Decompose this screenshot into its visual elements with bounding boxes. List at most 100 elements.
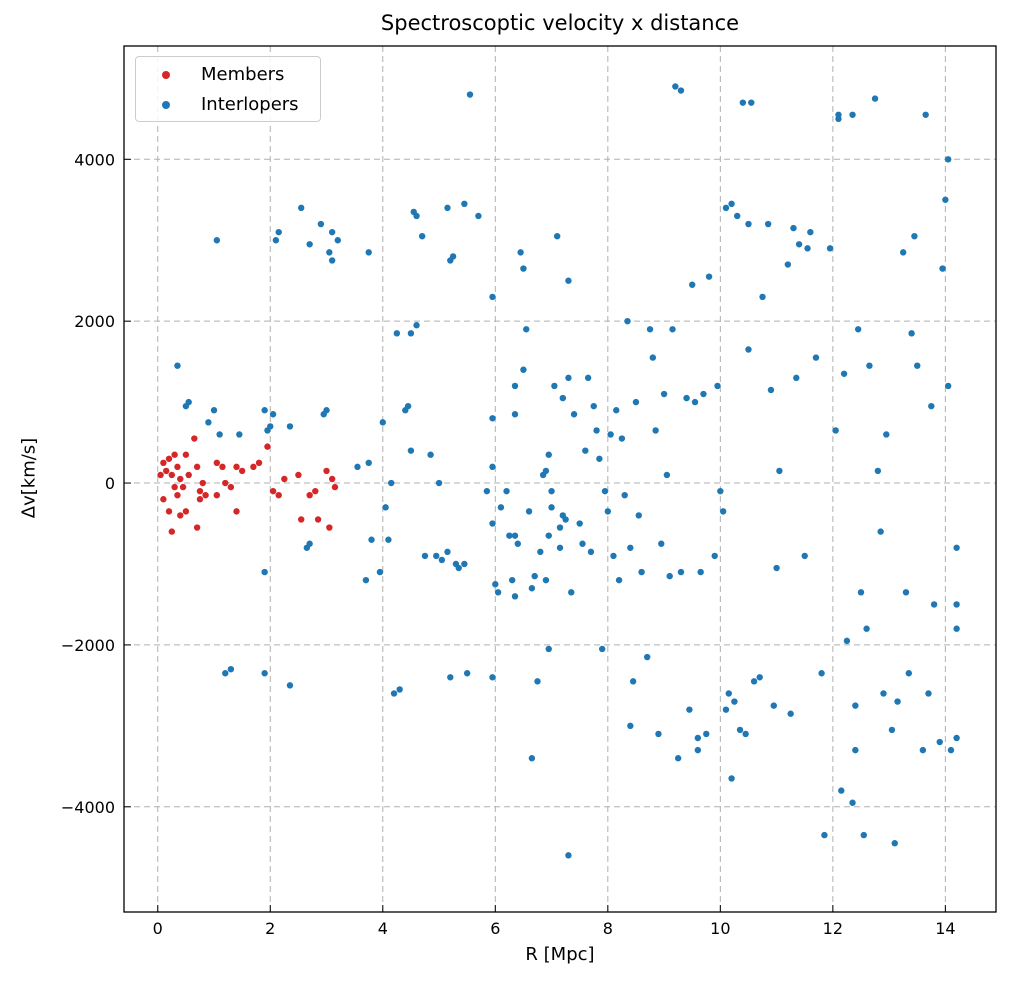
interlopers-point — [545, 645, 552, 653]
y-axis-label: Δv[km/s] — [18, 437, 40, 519]
interlopers-point — [511, 382, 519, 390]
interlopers-point — [582, 447, 589, 454]
interlopers-point — [404, 402, 412, 410]
interlopers-point — [686, 706, 693, 713]
interlopers-point — [677, 568, 685, 576]
interlopers-point — [832, 427, 839, 434]
interlopers-point — [764, 220, 772, 228]
interlopers-point — [691, 398, 699, 406]
interlopers-point — [891, 840, 898, 847]
interlopers-point — [795, 241, 803, 248]
interlopers-point — [565, 852, 572, 859]
interlopers-point — [576, 520, 583, 527]
interlopers-point — [489, 463, 496, 471]
interlopers-point — [514, 540, 522, 547]
interlopers-point — [570, 411, 578, 418]
interlopers-point — [880, 690, 887, 697]
interlopers-point — [368, 536, 375, 543]
x-tick-label: 10 — [710, 919, 730, 938]
interlopers-point — [649, 354, 657, 361]
interlopers-point — [562, 516, 569, 523]
interlopers-point — [483, 487, 491, 495]
interlopers-point — [748, 99, 755, 106]
interlopers-point — [444, 204, 451, 212]
interlopers-point — [835, 115, 842, 123]
interlopers-point — [627, 722, 634, 730]
members-point — [275, 491, 282, 499]
interlopers-point — [770, 702, 777, 709]
interlopers-point — [565, 374, 572, 382]
interlopers-point — [494, 589, 502, 596]
interlopers-point — [461, 560, 468, 568]
interlopers-point — [624, 317, 631, 325]
interlopers-point — [334, 237, 341, 244]
interlopers-point — [497, 504, 505, 511]
interlopers-point — [658, 540, 665, 547]
interlopers-point — [953, 734, 960, 742]
interlopers-point — [269, 411, 277, 418]
interlopers-point — [776, 467, 783, 475]
interlopers-point — [700, 390, 707, 398]
interlopers-point — [717, 487, 724, 495]
members-point — [222, 479, 229, 487]
interlopers-point — [365, 459, 372, 467]
interlopers-point — [925, 690, 932, 697]
interlopers-point — [854, 326, 862, 333]
interlopers-point — [298, 204, 305, 212]
members-point — [295, 471, 302, 479]
members-point — [193, 463, 201, 471]
interlopers-point — [638, 568, 645, 576]
interlopers-point — [466, 91, 474, 98]
members-point — [269, 487, 277, 495]
interlopers-point — [660, 390, 668, 398]
interlopers-point — [222, 670, 229, 677]
interlopers-point — [579, 540, 586, 547]
interlopers-point — [672, 83, 679, 90]
interlopers-point — [857, 589, 865, 596]
members-point — [179, 483, 187, 491]
interlopers-point — [438, 556, 446, 564]
members-point — [233, 508, 240, 515]
interlopers-point — [767, 386, 775, 394]
interlopers-point — [759, 293, 766, 301]
interlopers-point — [520, 366, 527, 373]
interlopers-point — [604, 508, 612, 515]
interlopers-point — [548, 487, 555, 495]
interlopers-point — [489, 674, 496, 681]
interlopers-point — [185, 398, 192, 406]
interlopers-point — [669, 326, 676, 333]
interlopers-point — [683, 394, 690, 402]
legend: Members Interlopers — [135, 56, 321, 122]
interlopers-point — [542, 467, 550, 475]
interlopers-point — [618, 435, 626, 442]
interlopers-point — [396, 686, 403, 693]
interlopers-point — [413, 212, 420, 220]
interlopers-point — [644, 653, 651, 661]
interlopers-point — [447, 674, 454, 681]
interlopers-point — [908, 330, 915, 337]
interlopers-point — [871, 95, 879, 102]
interlopers-point — [773, 564, 780, 572]
interlopers-point — [227, 665, 235, 673]
interlopers-point — [393, 330, 401, 337]
members-point — [174, 463, 181, 471]
interlopers-point — [953, 544, 960, 551]
interlopers-point — [939, 265, 946, 272]
members-point — [182, 508, 190, 515]
interlopers-point — [317, 220, 325, 228]
interlopers-point — [598, 645, 606, 653]
interlopers-point — [821, 831, 828, 839]
members-point — [162, 467, 170, 475]
interlopers-point — [922, 111, 929, 118]
interlopers-point — [902, 589, 910, 596]
interlopers-point — [548, 504, 555, 511]
interlopers-point — [838, 787, 845, 794]
interlopers-point — [511, 593, 519, 600]
interlopers-point — [354, 463, 361, 471]
members-point — [199, 479, 206, 487]
interlopers-point — [745, 346, 752, 353]
interlopers-point — [433, 552, 440, 560]
members-point — [177, 475, 184, 483]
interlopers-point — [385, 536, 392, 543]
interlopers-point — [714, 382, 721, 390]
